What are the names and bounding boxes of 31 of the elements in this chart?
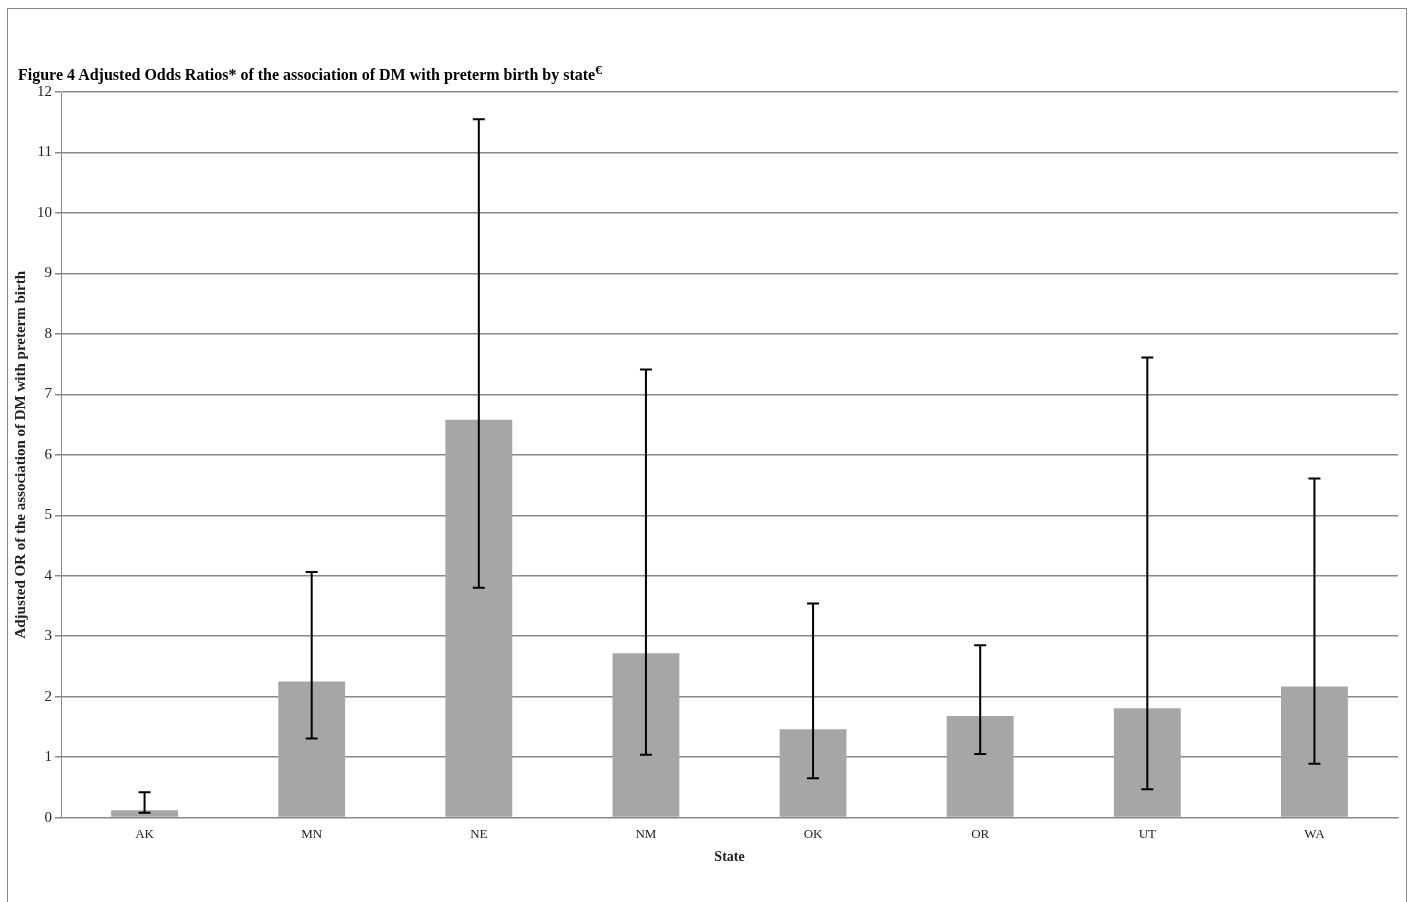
y-tick-label: 7 — [44, 385, 53, 402]
x-tick-label: AK — [135, 825, 155, 841]
x-tick-label: WA — [1304, 825, 1326, 841]
bar — [1281, 686, 1348, 817]
x-tick-label: NM — [635, 825, 657, 841]
y-tick-label: 11 — [37, 143, 52, 160]
y-tick-label: 5 — [44, 506, 52, 523]
x-tick-label: OK — [803, 825, 824, 841]
bar — [1113, 708, 1181, 817]
x-tick-label: UT — [1138, 825, 1157, 841]
x-tick-label: OR — [971, 825, 990, 841]
bar — [445, 419, 513, 817]
y-tick-label: 0 — [44, 808, 52, 825]
y-tick-label: 1 — [44, 748, 52, 765]
bar — [278, 681, 346, 817]
x-tick-label: MN — [301, 825, 323, 841]
y-tick-label: 3 — [44, 627, 52, 644]
x-tick-label: NE — [470, 825, 488, 841]
y-tick-label: 2 — [44, 687, 52, 704]
bar — [612, 653, 680, 817]
bar — [111, 810, 178, 817]
y-tick-label: 8 — [44, 324, 52, 341]
bar — [779, 729, 847, 817]
y-tick-label: 9 — [44, 264, 52, 281]
y-tick-label: 4 — [44, 566, 53, 583]
y-axis-title: Adjusted OR of the association of DM with preterm birth — [11, 270, 28, 639]
chart-title: Figure 4 Adjusted Odds Ratios* of the association of DM with preterm birth by state$^{€}$ — [18, 62, 602, 85]
x-axis-title: State — [714, 849, 745, 865]
y-tick-label: 10 — [37, 203, 52, 220]
y-tick-label: 6 — [44, 445, 53, 462]
bar — [946, 716, 1014, 817]
